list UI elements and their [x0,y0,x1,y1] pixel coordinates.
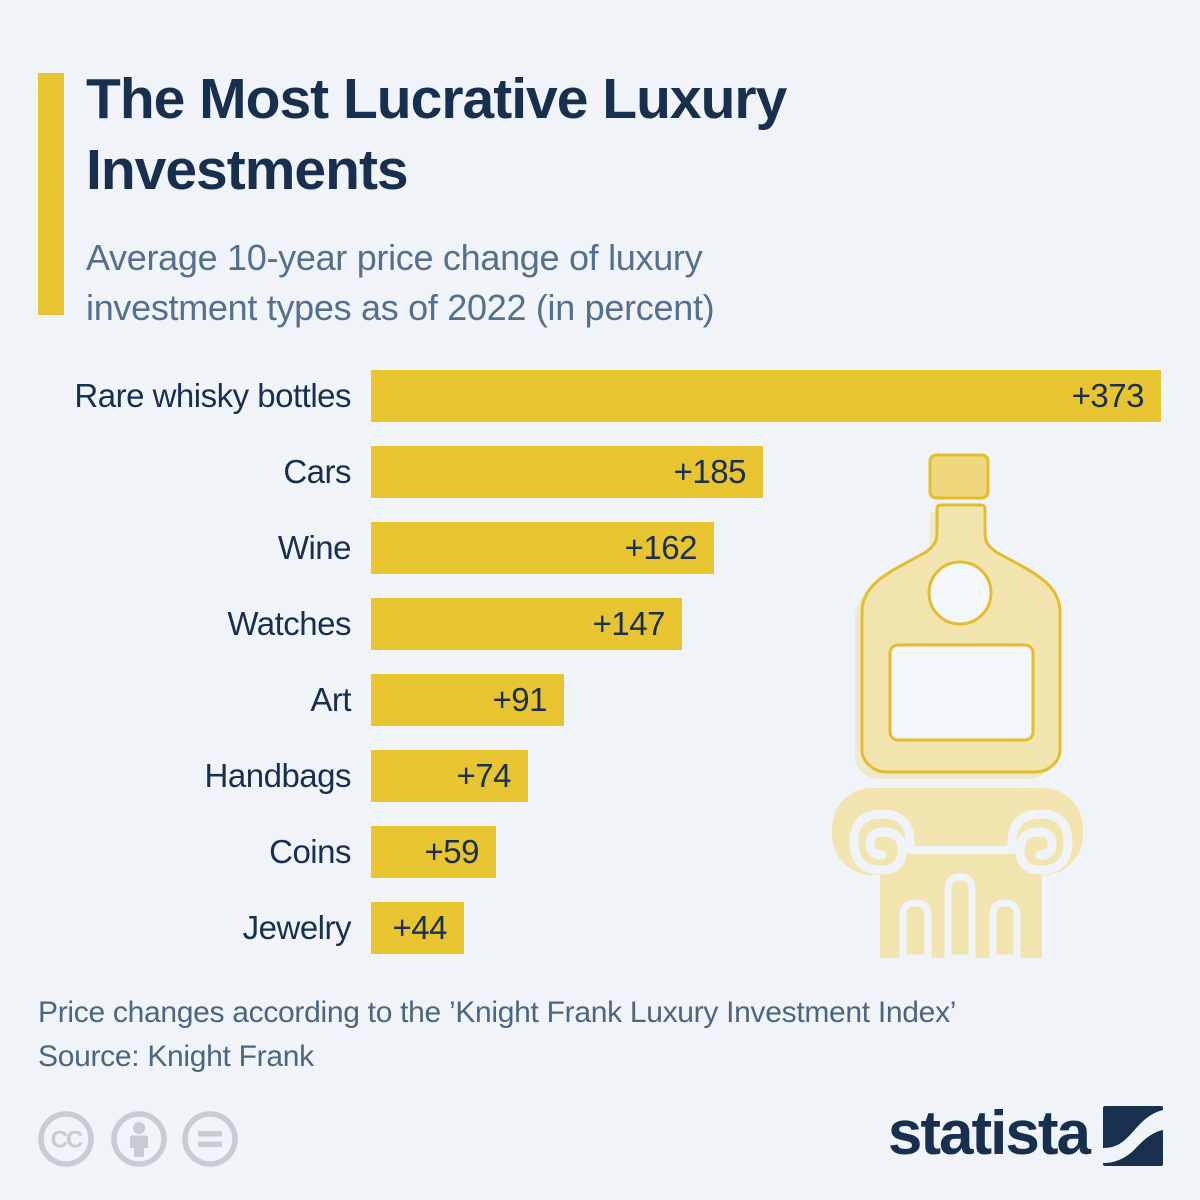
value-bar: +44 [371,902,464,954]
value-bar: +147 [371,598,682,650]
value-bar: +59 [371,826,496,878]
bar-row: Jewelry +44 [0,902,1200,954]
value-bar: +373 [371,370,1161,422]
bottle-emblem-circle [927,560,993,626]
bar-row: Art +91 [0,674,1200,726]
bottle-cap [928,453,990,500]
footnote-note: Price changes according to the ’Knight F… [38,996,957,1029]
bar-track: +74 [371,750,528,802]
value-bar: +91 [371,674,564,726]
value-label: +44 [392,909,448,946]
bar-track: +162 [371,522,714,574]
logo-swoosh [1103,1110,1163,1163]
page-title: The Most Lucrative Luxury Investments [86,64,787,206]
category-label: Art [310,681,351,718]
footnote: Price changes according to the ’Knight F… [38,991,956,1079]
bottle-label [888,643,1035,742]
bar-row: Coins +59 [0,826,1200,878]
value-label: +74 [456,757,512,794]
no-derivatives-equals-icon [182,1111,238,1167]
title-line-2: Investments [86,138,409,202]
whisky-bottle-column-illustration [832,453,1083,962]
value-label: +91 [492,681,548,718]
bar-track: +59 [371,826,496,878]
bar-track: +147 [371,598,682,650]
category-label: Handbags [204,757,352,794]
category-label: Cars [283,453,351,490]
column-flute-right [989,899,1021,962]
value-label: +162 [624,529,698,566]
page-subtitle: Average 10-year price change of luxury i… [86,233,715,333]
value-bar: +162 [371,522,714,574]
creative-commons-icon: CC [38,1111,94,1167]
title-accent-bar [38,73,64,315]
bar-track: +373 [371,370,1161,422]
title-line-1: The Most Lucrative Luxury [86,67,787,131]
category-label: Watches [227,605,351,642]
subtitle-line-1: Average 10-year price change of luxury [86,237,703,278]
category-label: Rare whisky bottles [74,377,351,414]
value-bar: +185 [371,446,763,498]
bar-chart: Rare whisky bottles +373 Cars +185 Wine … [0,370,1200,978]
bar-row: Watches +147 [0,598,1200,650]
bar-track: +185 [371,446,763,498]
footnote-source: Source: Knight Frank [38,1040,314,1073]
value-label: +59 [424,833,480,870]
category-label: Wine [277,529,352,566]
svg-text:CC: CC [51,1127,83,1154]
bar-row: Wine +162 [0,522,1200,574]
subtitle-line-2: investment types as of 2022 (in percent) [86,287,715,328]
column-flute-left [899,899,932,962]
column-volute-left [849,809,915,875]
statista-branding: statista [888,1102,1163,1166]
value-label: +373 [1071,377,1145,414]
bar-row: Handbags +74 [0,750,1200,802]
bar-track: +44 [371,902,464,954]
value-label: +185 [673,453,747,490]
bar-track: +91 [371,674,564,726]
bar-row: Cars +185 [0,446,1200,498]
attribution-person-icon [111,1111,167,1167]
license-icons: CC [38,1111,238,1167]
column-flute-center [944,873,976,962]
statista-logo-text: statista [887,1099,1091,1168]
category-label: Coins [269,833,351,870]
statista-logo-mark [1103,1106,1163,1166]
value-bar: +74 [371,750,528,802]
bar-row: Rare whisky bottles +373 [0,370,1200,422]
category-label: Jewelry [242,909,352,946]
value-label: +147 [592,605,666,642]
bar-rows: Rare whisky bottles +373 Cars +185 Wine … [0,370,1200,954]
column-volute-right [1007,809,1073,875]
